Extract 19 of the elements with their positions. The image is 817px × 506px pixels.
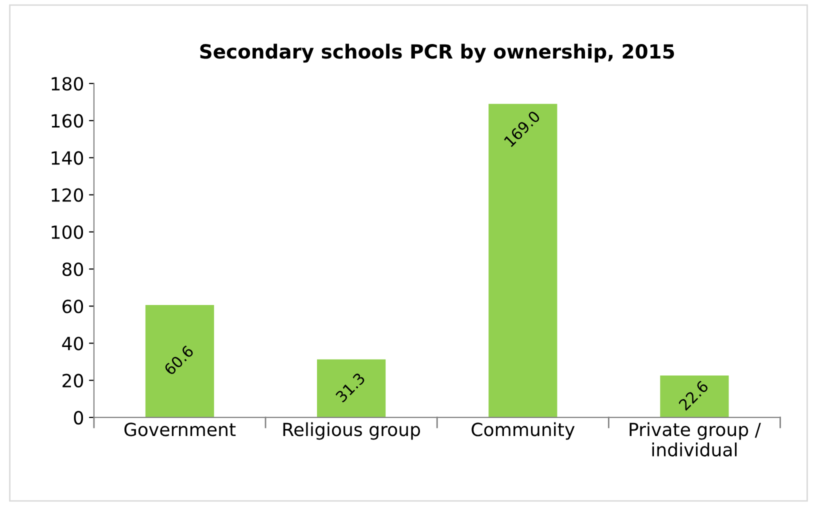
x-tick-label: Religious group: [283, 422, 420, 440]
y-tick-label: 40: [62, 336, 84, 350]
bar: [316, 359, 386, 418]
y-tick-label: 180: [52, 76, 84, 91]
bar: [660, 376, 729, 418]
bar: [145, 305, 214, 418]
y-tick-label: 80: [62, 262, 84, 276]
x-tick-label: Private group / individual: [630, 422, 761, 457]
x-tick-label: Community: [472, 422, 575, 440]
y-tick-label: 60: [62, 300, 84, 314]
y-tick-label: 160: [52, 114, 84, 128]
y-tick-label: 20: [62, 374, 84, 388]
bar: [488, 104, 558, 418]
y-tick-label: 140: [52, 151, 84, 165]
x-tick-label: Government: [124, 422, 236, 436]
y-tick-label: 120: [52, 188, 84, 202]
chart-title: Secondary schools PCR by ownership, 2015: [200, 44, 674, 63]
y-tick-label: 100: [52, 225, 84, 240]
y-tick-label: 0: [74, 410, 84, 425]
